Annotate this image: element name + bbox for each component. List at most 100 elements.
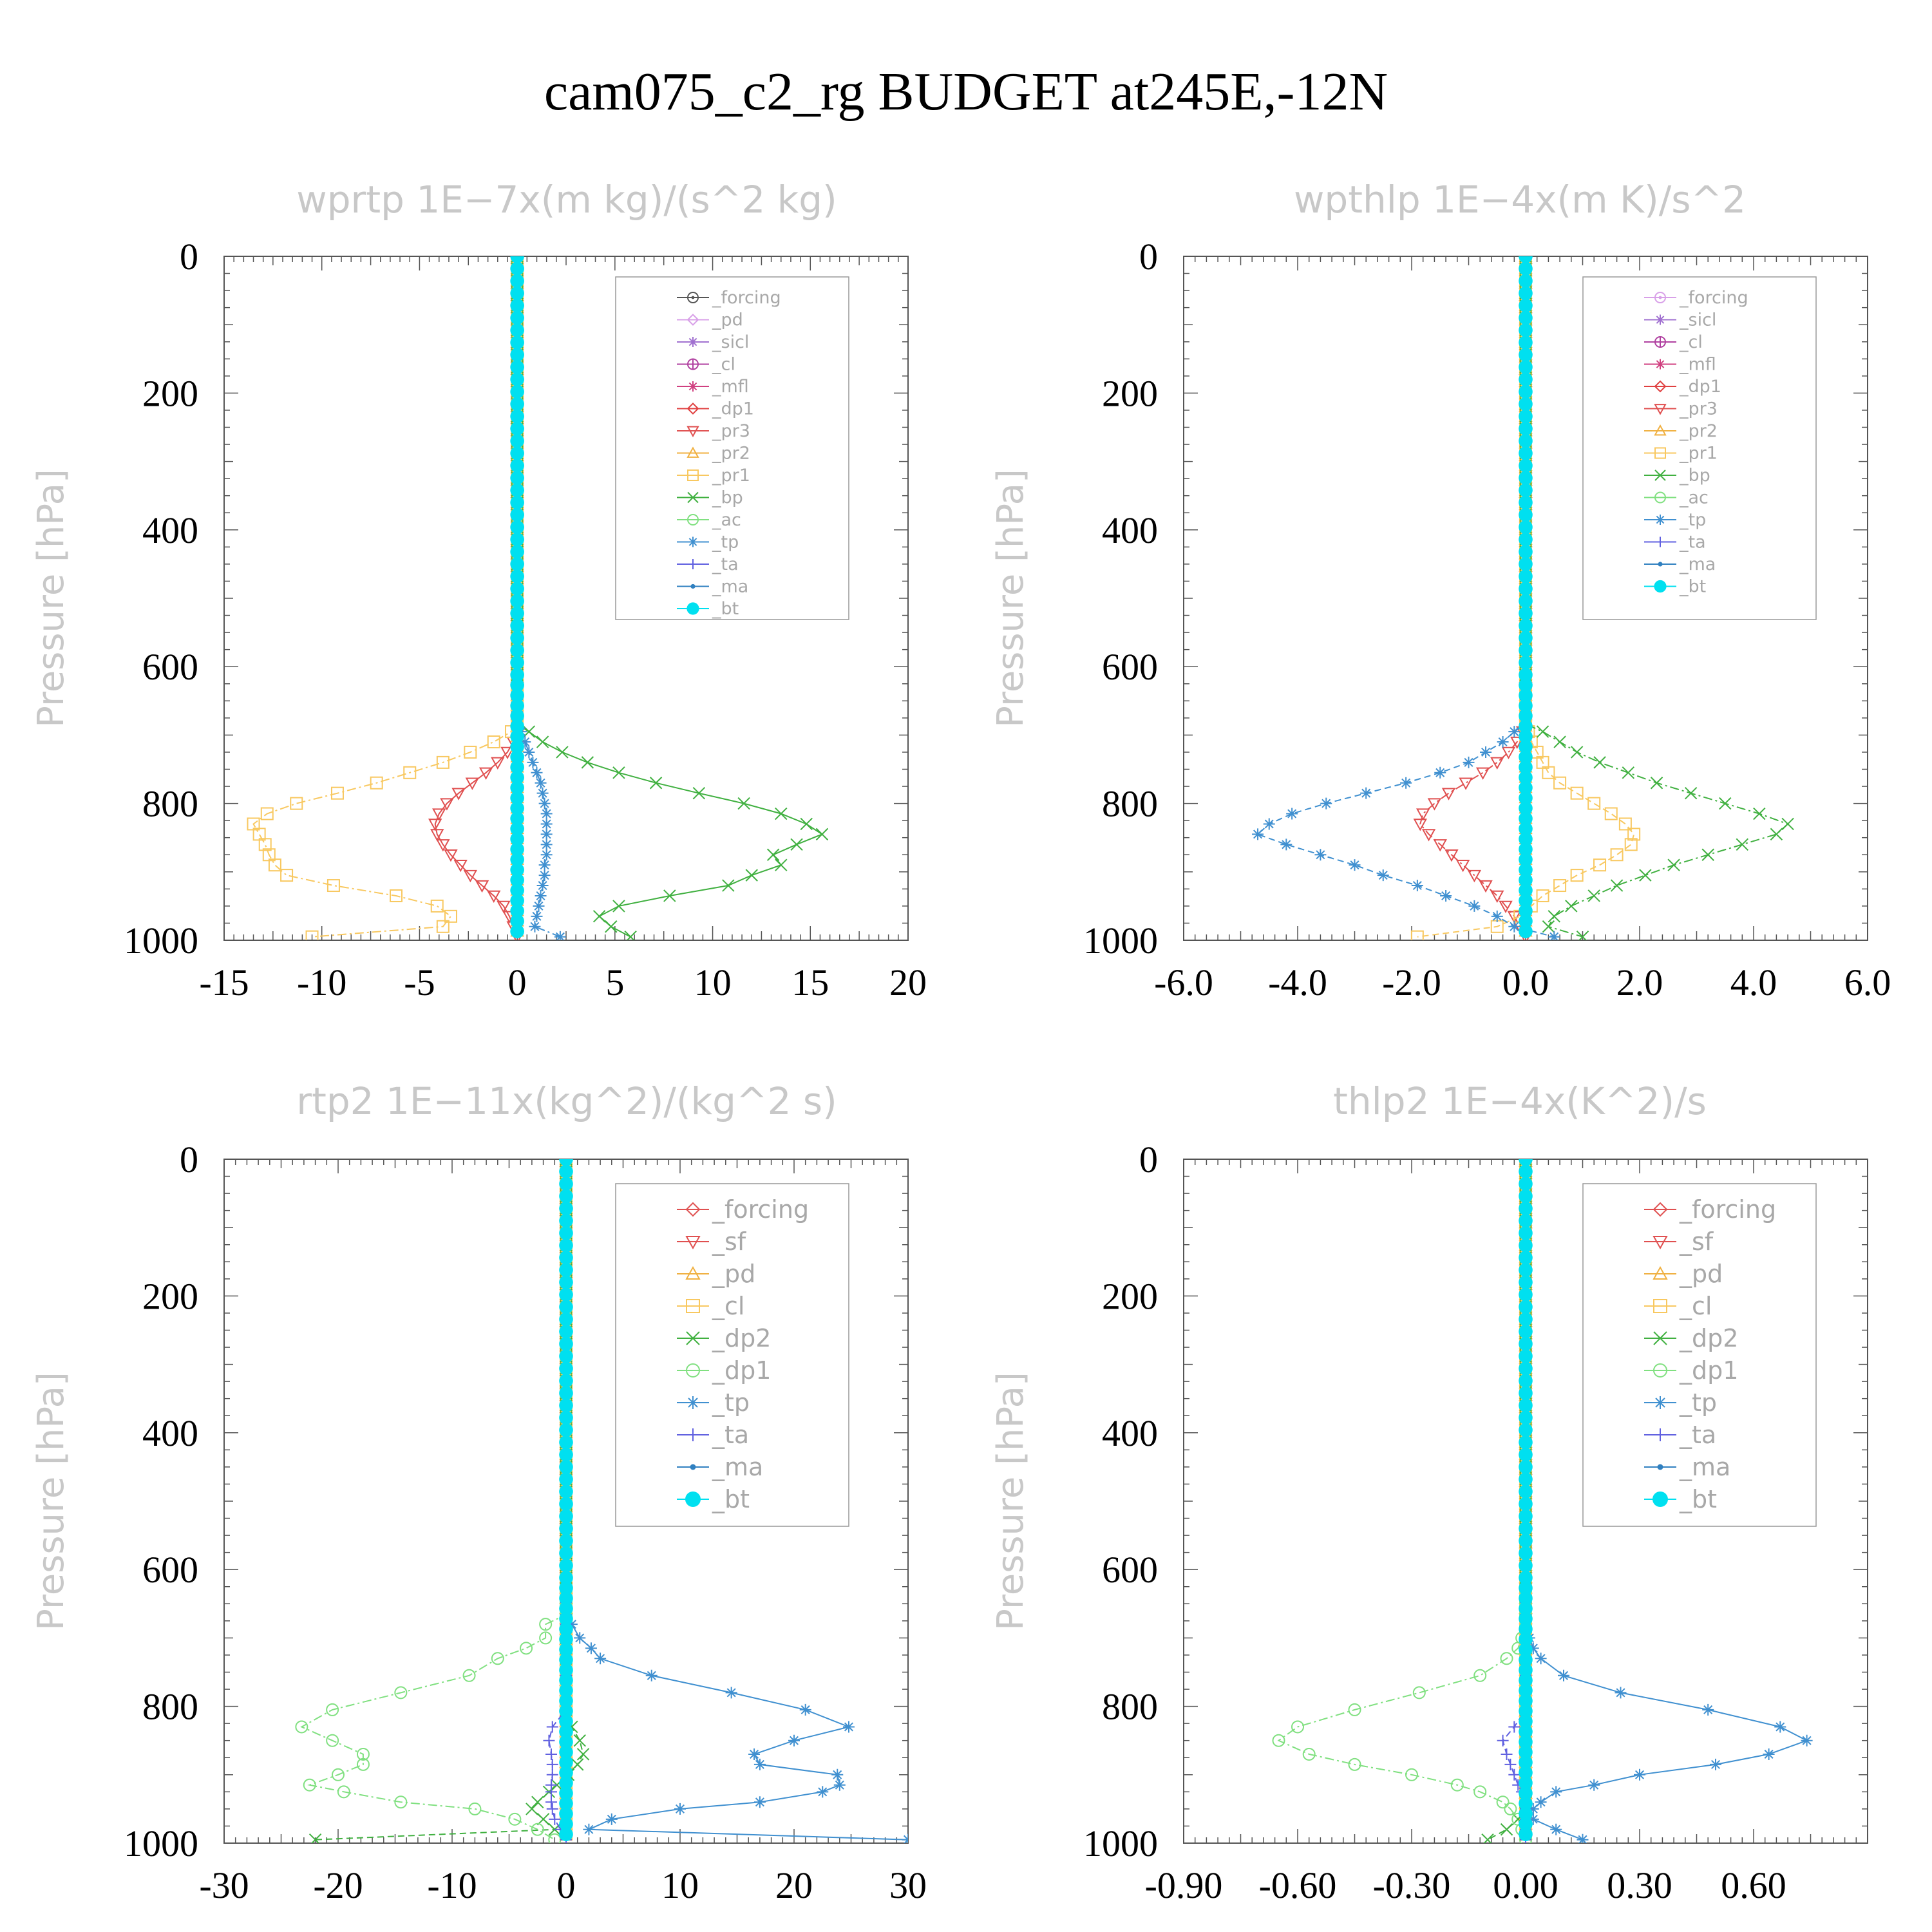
data-point [545, 1786, 557, 1798]
data-point [1508, 920, 1520, 933]
legend-label: _mfl [1679, 355, 1716, 375]
data-point [510, 883, 524, 898]
series-bt [510, 256, 524, 938]
legend-label: _bt [712, 1485, 750, 1513]
data-point [737, 797, 750, 810]
data-point [1519, 532, 1533, 547]
data-point [1519, 1275, 1533, 1289]
data-point [559, 1673, 573, 1688]
data-point [1519, 421, 1533, 436]
data-point [1504, 1758, 1517, 1770]
data-point [1570, 786, 1584, 800]
legend-marker [1657, 1464, 1663, 1470]
data-point [1519, 643, 1533, 658]
data-point [549, 1813, 561, 1825]
legend-item: _ma [677, 577, 748, 597]
data-point [766, 848, 780, 861]
panel-title: wpthlp 1E−4x(m K)/s^2 [1294, 178, 1746, 222]
data-point [545, 1748, 557, 1760]
data-point [1421, 829, 1436, 842]
legend-marker [685, 1492, 701, 1507]
data-point [462, 1669, 476, 1682]
data-point [540, 828, 553, 840]
data-point [1519, 770, 1533, 785]
data-point [1412, 1686, 1426, 1700]
data-point [559, 1312, 573, 1327]
legend: _forcing _sf _pd _cl _dp2 _dp1 _tp _ta _ma _bt [615, 1183, 849, 1527]
data-point [475, 880, 489, 893]
data-point [1497, 736, 1509, 748]
data-point [1519, 1410, 1533, 1425]
data-point [1519, 1177, 1533, 1191]
data-point [1542, 920, 1555, 933]
data-point [510, 471, 524, 485]
data-point [508, 1812, 522, 1826]
data-point [510, 409, 524, 424]
data-point [559, 1765, 573, 1780]
y-axis-label: Pressure [hPa] [990, 1372, 1032, 1631]
data-point [1411, 880, 1423, 892]
data-point [546, 1721, 558, 1733]
data-point [540, 849, 553, 861]
data-point [1639, 869, 1652, 882]
data-point [510, 708, 524, 723]
legend-label: _pd [712, 310, 743, 330]
data-point [1553, 735, 1566, 748]
legend-marker [687, 426, 699, 438]
data-point [1615, 1687, 1627, 1699]
y-tick-label: 1000 [124, 1823, 198, 1864]
data-point [295, 1720, 308, 1734]
data-point [1519, 1581, 1533, 1595]
data-point [1510, 736, 1524, 750]
x-tick-label: 4.0 [1730, 961, 1777, 1003]
legend-marker [685, 1265, 701, 1280]
data-point [268, 858, 281, 872]
data-point [1587, 889, 1600, 902]
data-point [559, 1189, 573, 1204]
legend-item: _pr2 [1644, 421, 1718, 441]
data-point [1519, 1484, 1533, 1499]
legend-item: _dp2 [677, 1324, 771, 1352]
data-point [1527, 1813, 1539, 1825]
data-point [1519, 708, 1533, 723]
data-point [1624, 838, 1638, 851]
legend-marker [1658, 562, 1663, 567]
legend-marker [687, 514, 699, 526]
legend-item: _dp1 [677, 399, 754, 419]
data-point [1434, 766, 1446, 779]
data-point [1519, 801, 1533, 815]
data-point [1519, 520, 1533, 535]
data-point [1519, 1765, 1533, 1780]
legend-label: _bt [712, 599, 739, 619]
legend-marker [688, 536, 698, 547]
data-point [510, 606, 524, 621]
data-point [1801, 1734, 1813, 1747]
legend-marker [687, 1396, 699, 1409]
series-line [252, 256, 518, 938]
data-point [1550, 1823, 1562, 1835]
x-tick-label: 30 [889, 1864, 927, 1906]
y-tick-label: 200 [142, 372, 198, 414]
legend-marker [1654, 1396, 1667, 1409]
x-tick-label: 0 [557, 1864, 576, 1906]
data-point [1519, 630, 1533, 645]
data-point [559, 1714, 573, 1728]
data-point [260, 807, 274, 820]
data-point [788, 1734, 800, 1747]
data-point [1618, 817, 1632, 831]
data-point [527, 756, 539, 768]
data-point [394, 1795, 408, 1809]
data-point [559, 1300, 573, 1314]
data-point [538, 859, 551, 871]
legend-item: _forcing [1644, 1195, 1776, 1224]
data-point [559, 1694, 573, 1708]
data-point [1302, 1747, 1316, 1761]
data-point [510, 801, 524, 815]
data-point [1519, 1745, 1533, 1759]
data-point [290, 797, 303, 810]
data-point [722, 879, 735, 892]
legend-marker [1653, 1265, 1668, 1280]
data-point [1519, 1460, 1533, 1474]
data-point [1519, 698, 1533, 713]
